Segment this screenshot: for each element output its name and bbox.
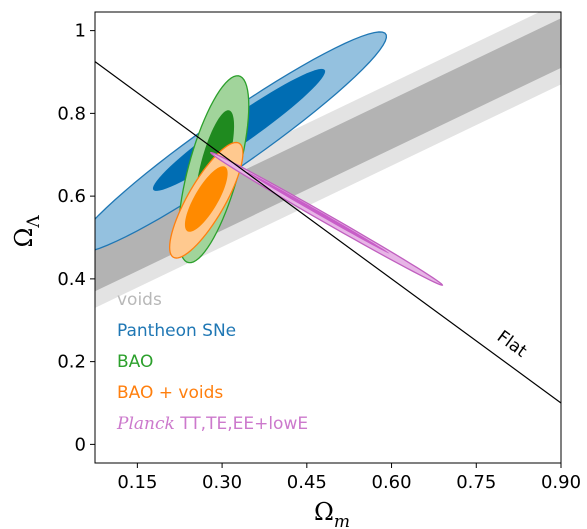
x-tick-label: 0.60 — [372, 472, 412, 493]
y-tick-label: 0.2 — [57, 352, 86, 373]
x-axis-label-subscript: m — [334, 512, 350, 529]
x-tick-label: 0.15 — [117, 472, 157, 493]
x-tick-label: 0.30 — [202, 472, 242, 493]
y-tick-label: 0.6 — [57, 186, 86, 207]
planck-contour-inner — [246, 171, 390, 254]
x-axis-label: Ωm — [314, 498, 350, 529]
legend-entry: Pantheon SNe — [117, 321, 236, 341]
plot-frame — [94, 11, 562, 464]
bao-voids-contour-inner — [184, 166, 228, 232]
y-axis-ticks: 0 0.2 0.4 0.6 0.8 1 — [57, 21, 95, 455]
y-axis-label: ΩΛ — [10, 215, 44, 248]
y-tick-label: 1 — [75, 21, 86, 42]
legend: voids Pantheon SNe BAO BAO + voids Planck TT… — [116, 290, 308, 434]
y-axis-label-main: Ω — [10, 228, 38, 248]
flat-line-label: Flat — [493, 327, 531, 362]
legend-entry: Planck TT,TE,EE+lowE — [116, 414, 308, 434]
flat-line — [95, 61, 561, 404]
x-axis-ticks: 0.15 0.30 0.45 0.60 0.75 0.90 — [117, 463, 581, 493]
x-axis-label-main: Ω — [314, 498, 334, 526]
y-tick-label: 0.4 — [57, 269, 86, 290]
legend-entry: BAO + voids — [117, 383, 223, 403]
x-tick-label: 0.75 — [456, 472, 496, 493]
plot-content — [95, 12, 561, 404]
y-axis-label-subscript: Λ — [24, 215, 44, 229]
x-tick-label: 0.45 — [287, 472, 327, 493]
y-tick-label: 0.8 — [57, 103, 86, 124]
x-tick-label: 0.90 — [541, 472, 581, 493]
legend-entry-suffix: TT,TE,EE+lowE — [175, 414, 308, 434]
legend-entry: BAO — [117, 352, 153, 372]
legend-entry: voids — [117, 290, 162, 310]
legend-entry-italic-part: Planck — [116, 414, 175, 434]
y-tick-label: 0 — [75, 434, 86, 455]
